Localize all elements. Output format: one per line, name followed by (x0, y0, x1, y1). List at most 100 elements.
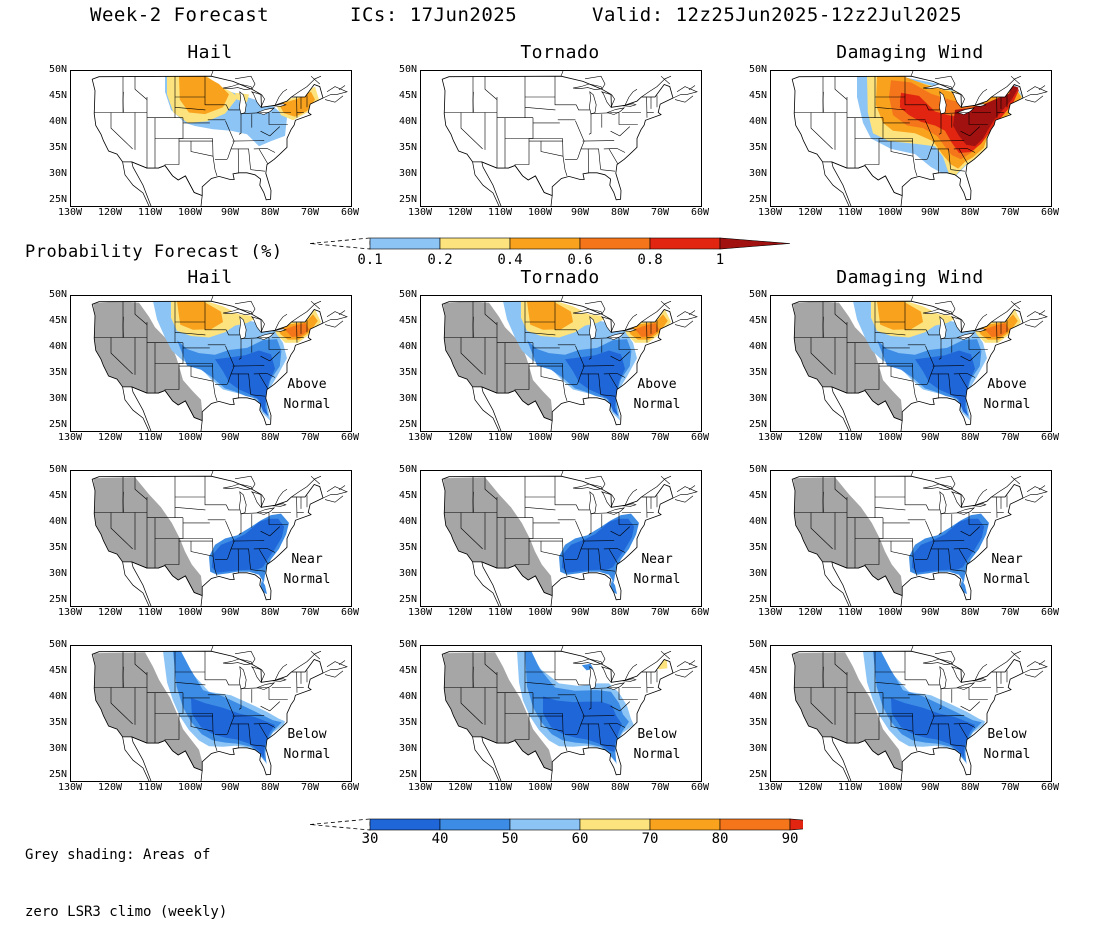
state-boundary (541, 541, 563, 556)
longitude-label: 70W (293, 782, 327, 793)
anomaly-category-line-2: Normal (972, 745, 1042, 765)
canada-boundary (675, 671, 693, 677)
mexico-coastline (473, 162, 553, 206)
colorbar-segment (650, 238, 720, 249)
latitude-label: 25N (743, 194, 767, 205)
canada-boundary (211, 471, 213, 476)
latitude-label: 25N (393, 194, 417, 205)
colorbar-tick-label: 60 (560, 831, 600, 847)
longitude-label: 130W (53, 782, 87, 793)
footnote: Grey shading: Areas of zero LSR3 climo (… (25, 808, 227, 941)
canada-boundary (689, 486, 695, 490)
forecast-shading-region (443, 477, 552, 595)
longitude-label: 60W (333, 607, 367, 618)
longitude-label: 110W (483, 607, 517, 618)
mexico-coastline (823, 162, 903, 206)
longitude-label: 100W (523, 432, 557, 443)
anomaly-category-line-2: Normal (272, 395, 342, 415)
colorbar-tick-label: 30 (350, 831, 390, 847)
great-lake (239, 492, 246, 514)
great-lake (939, 492, 946, 514)
longitude-label: 80W (953, 207, 987, 218)
state-boundary (575, 121, 584, 160)
longitude-label: 80W (603, 432, 637, 443)
latitude-label: 35N (43, 142, 67, 153)
canada-boundary (561, 646, 563, 651)
latitude-label: 35N (393, 367, 417, 378)
longitude-label: 100W (523, 207, 557, 218)
colorbar-tick-label: 1 (700, 252, 740, 268)
longitude-label: 110W (483, 207, 517, 218)
anomaly-category-line-1: Above (272, 375, 342, 395)
latitude-label: 50N (743, 639, 767, 650)
longitude-label: 130W (403, 432, 437, 443)
longitude-label: 100W (873, 607, 907, 618)
latitude-label: 30N (743, 393, 767, 404)
column-title-hail-anomaly: Hail (70, 267, 350, 288)
latitude-label: 25N (743, 419, 767, 430)
latitude-label: 30N (43, 743, 67, 754)
canada-boundary (339, 661, 345, 665)
longitude-label: 90W (213, 607, 247, 618)
canada-boundary (911, 71, 913, 76)
great-lake (223, 659, 252, 665)
canada-boundary (339, 311, 345, 315)
state-boundary (576, 505, 590, 510)
longitude-label: 100W (523, 607, 557, 618)
canada-boundary (325, 321, 343, 327)
great-lake (589, 492, 596, 514)
state-boundary (261, 702, 280, 711)
longitude-label: 130W (403, 207, 437, 218)
canada-boundary (325, 96, 343, 102)
latitude-label: 30N (743, 568, 767, 579)
latitude-label: 35N (393, 542, 417, 553)
canada-boundary (1025, 671, 1043, 677)
canada-boundary (911, 296, 913, 301)
longitude-label: 90W (213, 432, 247, 443)
state-boundary (213, 139, 217, 176)
canada-boundary (323, 662, 347, 673)
latitude-label: 35N (743, 717, 767, 728)
state-boundary (589, 114, 591, 135)
map-probability-damaging-wind-panel (770, 70, 1052, 207)
latitude-label: 40N (743, 116, 767, 127)
map-probability-hail-panel (70, 70, 352, 207)
state-boundary (239, 514, 241, 535)
great-lake (589, 92, 596, 114)
canada-boundary (339, 86, 345, 90)
anomaly-category-line-2: Normal (622, 570, 692, 590)
colorbar-tick-label: 40 (420, 831, 460, 847)
longitude-label: 90W (913, 607, 947, 618)
state-boundary (485, 76, 497, 99)
state-boundary (969, 688, 988, 700)
great-lake (952, 492, 965, 508)
state-boundary (175, 507, 205, 510)
state-boundary (588, 149, 600, 170)
longitude-label: 70W (993, 607, 1027, 618)
valid-period-label: Valid: 12z25Jun2025-12z2Jul2025 (592, 4, 962, 26)
great-lake (923, 659, 952, 665)
latitude-label: 35N (393, 142, 417, 153)
canada-boundary (323, 87, 347, 98)
anomaly-category-line-1: Near (972, 550, 1042, 570)
state-boundary (811, 113, 833, 149)
latitude-label: 35N (743, 142, 767, 153)
longitude-label: 130W (753, 432, 787, 443)
colorbar-upper-extension (790, 819, 803, 830)
latitude-label: 25N (43, 594, 67, 605)
longitude-label: 120W (443, 432, 477, 443)
state-boundary (555, 651, 576, 680)
colorbar-tick-label: 0.4 (490, 252, 530, 268)
anomaly-category-line-2: Normal (272, 745, 342, 765)
state-boundary (891, 541, 913, 556)
anomaly-category-line-2: Normal (622, 395, 692, 415)
longitude-label: 100W (523, 782, 557, 793)
canada-boundary (911, 646, 913, 651)
latitude-label: 35N (743, 542, 767, 553)
latitude-label: 45N (743, 90, 767, 101)
longitude-label: 90W (913, 432, 947, 443)
colorbar-tick-label: 0.8 (630, 252, 670, 268)
great-lake (952, 667, 965, 683)
